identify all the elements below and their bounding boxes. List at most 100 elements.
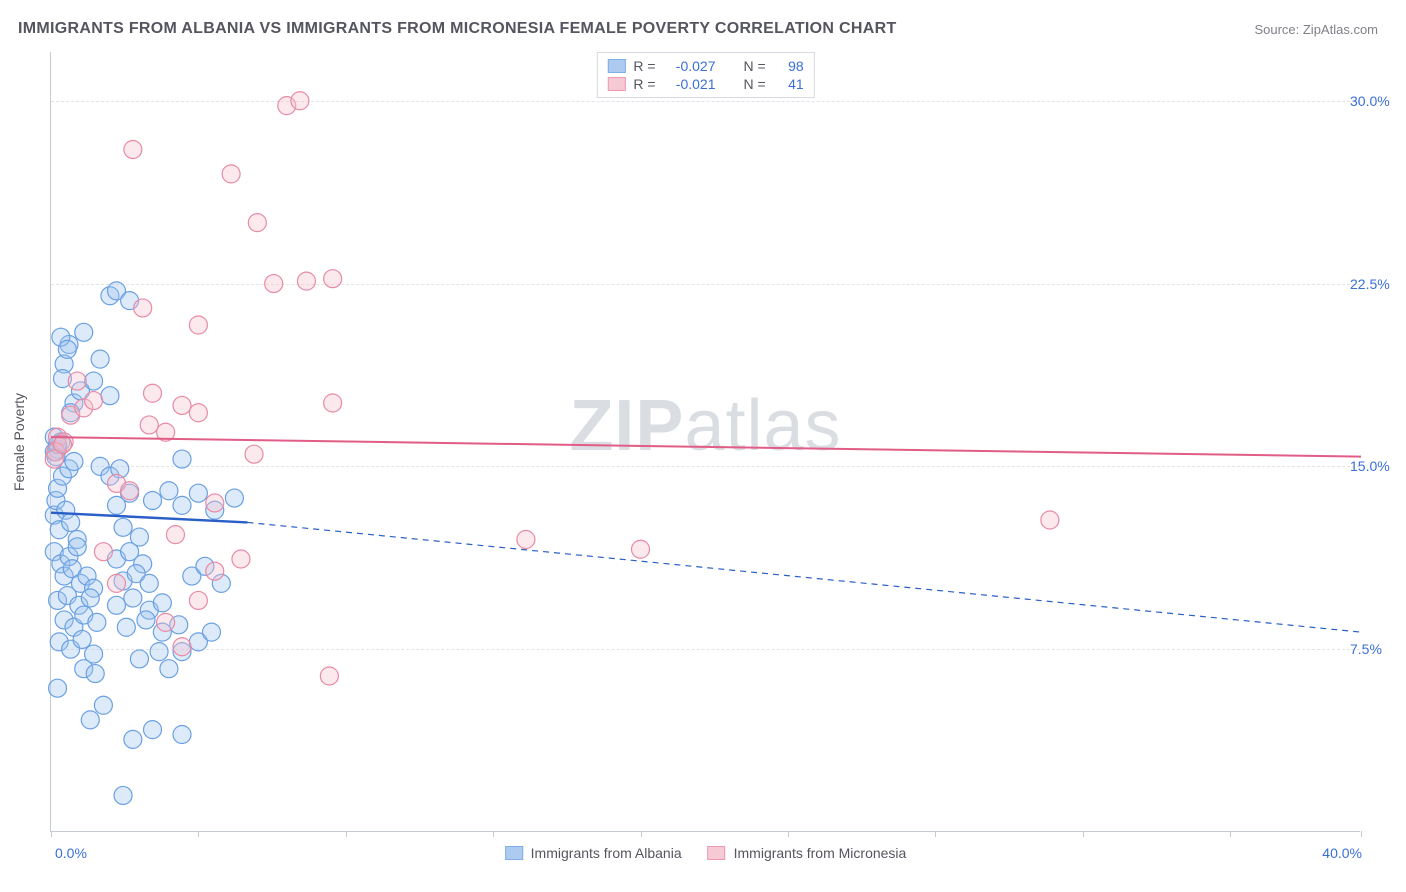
legend-correlation: R = -0.027 N = 98 R = -0.021 N = 41 — [596, 52, 814, 98]
scatter-point-micronesia — [45, 450, 63, 468]
scatter-point-albania — [114, 518, 132, 536]
scatter-point-micronesia — [124, 141, 142, 159]
scatter-point-albania — [202, 623, 220, 641]
scatter-point-albania — [160, 660, 178, 678]
legend-swatch-icon — [607, 59, 625, 73]
x-axis-min-label: 0.0% — [55, 845, 87, 861]
scatter-point-micronesia — [121, 482, 139, 500]
legend-series-item-albania: Immigrants from Albania — [505, 845, 682, 861]
legend-series-label: Immigrants from Micronesia — [734, 845, 907, 861]
scatter-point-albania — [62, 513, 80, 531]
scatter-point-micronesia — [189, 404, 207, 422]
scatter-point-albania — [173, 496, 191, 514]
scatter-point-micronesia — [166, 526, 184, 544]
legend-series-item-micronesia: Immigrants from Micronesia — [708, 845, 907, 861]
scatter-point-albania — [73, 630, 91, 648]
scatter-point-micronesia — [291, 92, 309, 110]
scatter-point-micronesia — [189, 316, 207, 334]
scatter-point-albania — [160, 482, 178, 500]
scatter-point-micronesia — [173, 396, 191, 414]
scatter-point-micronesia — [144, 384, 162, 402]
scatter-point-albania — [81, 711, 99, 729]
scatter-point-micronesia — [173, 638, 191, 656]
legend-n-value: 98 — [774, 58, 804, 74]
scatter-point-albania — [225, 489, 243, 507]
scatter-point-micronesia — [324, 270, 342, 288]
x-tick — [641, 831, 642, 837]
scatter-point-albania — [189, 484, 207, 502]
x-tick — [51, 831, 52, 837]
legend-n-label: N = — [744, 76, 766, 92]
scatter-point-micronesia — [157, 613, 175, 631]
scatter-point-albania — [49, 679, 67, 697]
legend-swatch-icon — [607, 77, 625, 91]
legend-r-value: -0.027 — [664, 58, 716, 74]
scatter-point-micronesia — [94, 543, 112, 561]
scatter-point-albania — [130, 650, 148, 668]
scatter-point-micronesia — [632, 540, 650, 558]
scatter-point-albania — [86, 665, 104, 683]
x-tick — [1230, 831, 1231, 837]
scatter-point-micronesia — [297, 272, 315, 290]
y-axis-title: Female Poverty — [11, 392, 27, 490]
scatter-point-micronesia — [134, 299, 152, 317]
scatter-point-albania — [144, 492, 162, 510]
x-tick — [346, 831, 347, 837]
scatter-point-albania — [91, 350, 109, 368]
legend-swatch-icon — [708, 846, 726, 860]
scatter-point-micronesia — [517, 531, 535, 549]
scatter-point-albania — [88, 613, 106, 631]
x-tick — [198, 831, 199, 837]
scatter-point-micronesia — [222, 165, 240, 183]
x-tick — [1083, 831, 1084, 837]
legend-n-value: 41 — [774, 76, 804, 92]
scatter-point-micronesia — [1041, 511, 1059, 529]
scatter-point-micronesia — [248, 214, 266, 232]
scatter-point-micronesia — [320, 667, 338, 685]
scatter-point-albania — [81, 589, 99, 607]
plot-area: Female Poverty 7.5%15.0%22.5%30.0% ZIPat… — [50, 52, 1360, 832]
scatter-point-albania — [144, 721, 162, 739]
legend-r-label: R = — [633, 76, 655, 92]
scatter-point-albania — [94, 696, 112, 714]
scatter-point-micronesia — [206, 494, 224, 512]
legend-corr-row-micronesia: R = -0.021 N = 41 — [607, 75, 803, 93]
scatter-point-micronesia — [232, 550, 250, 568]
scatter-point-albania — [153, 594, 171, 612]
legend-series-label: Immigrants from Albania — [531, 845, 682, 861]
scatter-point-micronesia — [68, 372, 86, 390]
legend-series: Immigrants from Albania Immigrants from M… — [505, 845, 907, 861]
scatter-point-micronesia — [140, 416, 158, 434]
scatter-point-albania — [124, 730, 142, 748]
legend-n-label: N = — [744, 58, 766, 74]
scatter-point-albania — [68, 538, 86, 556]
scatter-point-albania — [140, 574, 158, 592]
scatter-point-albania — [65, 453, 83, 471]
legend-corr-row-albania: R = -0.027 N = 98 — [607, 57, 803, 75]
scatter-point-micronesia — [189, 591, 207, 609]
legend-r-value: -0.021 — [664, 76, 716, 92]
scatter-point-albania — [150, 643, 168, 661]
scatter-point-albania — [137, 611, 155, 629]
scatter-point-albania — [85, 372, 103, 390]
scatter-point-albania — [117, 618, 135, 636]
scatter-point-micronesia — [265, 275, 283, 293]
source-attribution: Source: ZipAtlas.com — [1254, 22, 1378, 37]
x-tick — [788, 831, 789, 837]
chart-title: IMMIGRANTS FROM ALBANIA VS IMMIGRANTS FR… — [18, 20, 897, 38]
x-tick — [1361, 831, 1362, 837]
x-tick — [935, 831, 936, 837]
trendline-extrapolated-albania — [248, 522, 1362, 632]
x-tick — [493, 831, 494, 837]
scatter-point-albania — [124, 589, 142, 607]
scatter-point-albania — [173, 450, 191, 468]
legend-r-label: R = — [633, 58, 655, 74]
scatter-point-micronesia — [245, 445, 263, 463]
scatter-point-albania — [108, 596, 126, 614]
scatter-point-micronesia — [108, 574, 126, 592]
scatter-point-micronesia — [206, 562, 224, 580]
scatter-svg — [51, 52, 1360, 831]
x-axis-max-label: 40.0% — [1322, 845, 1362, 861]
scatter-point-albania — [58, 340, 76, 358]
scatter-point-albania — [173, 726, 191, 744]
